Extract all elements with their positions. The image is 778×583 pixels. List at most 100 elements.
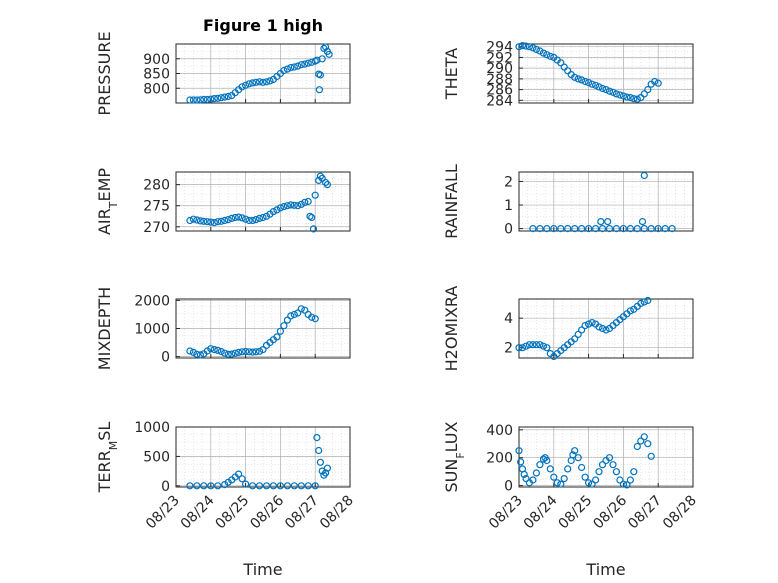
y-tick-label: 2 bbox=[504, 174, 513, 190]
data-point bbox=[536, 341, 544, 349]
x-axis-label: Time bbox=[242, 560, 282, 579]
data-point bbox=[574, 454, 582, 462]
data-point bbox=[616, 476, 624, 484]
data-point bbox=[588, 80, 596, 88]
y-tick-label: 4 bbox=[504, 311, 513, 327]
data-point bbox=[301, 306, 309, 314]
data-point bbox=[529, 341, 537, 349]
data-point bbox=[304, 482, 312, 490]
data-point bbox=[276, 204, 284, 212]
data-point bbox=[623, 481, 631, 489]
data-point bbox=[308, 313, 316, 321]
data-point bbox=[200, 482, 208, 490]
data-point bbox=[210, 219, 218, 227]
data-point bbox=[626, 307, 635, 315]
data-point bbox=[276, 482, 284, 490]
data-point bbox=[518, 41, 527, 50]
data-point bbox=[193, 350, 201, 358]
y-tick-label: 0 bbox=[161, 479, 170, 495]
data-point bbox=[543, 344, 551, 352]
data-point bbox=[287, 63, 295, 72]
y-tick-label: 0 bbox=[504, 479, 513, 495]
data-point bbox=[571, 447, 579, 455]
data-point bbox=[557, 480, 565, 488]
data-point bbox=[259, 78, 267, 86]
axes-box bbox=[518, 43, 694, 104]
data-point bbox=[221, 93, 229, 101]
data-point bbox=[571, 73, 579, 81]
data-point bbox=[591, 81, 600, 89]
data-point bbox=[630, 95, 638, 103]
data-point bbox=[304, 59, 312, 67]
data-point bbox=[269, 208, 277, 216]
data-point bbox=[602, 85, 610, 94]
data-point bbox=[214, 482, 222, 490]
data-point bbox=[654, 225, 662, 233]
data-point bbox=[323, 181, 331, 189]
data-point bbox=[598, 324, 607, 333]
data-point bbox=[553, 479, 561, 487]
data-point bbox=[619, 225, 628, 233]
data-point bbox=[640, 171, 648, 180]
data-point bbox=[633, 442, 641, 451]
data-point bbox=[619, 480, 628, 488]
data-point bbox=[235, 348, 243, 356]
axes-box bbox=[175, 171, 351, 232]
data-point bbox=[228, 350, 236, 358]
data-point bbox=[654, 79, 662, 87]
y-tick-label: 1 bbox=[504, 198, 513, 214]
data-point bbox=[323, 464, 331, 472]
data-point bbox=[283, 316, 291, 324]
data-point bbox=[249, 216, 257, 225]
data-point bbox=[564, 225, 572, 233]
data-point bbox=[532, 45, 541, 54]
y-tick-label: 270 bbox=[143, 220, 170, 236]
data-point bbox=[186, 347, 194, 355]
data-point bbox=[262, 482, 271, 490]
data-point bbox=[189, 215, 197, 223]
y-axis-label: H2OMIXRA bbox=[442, 286, 461, 372]
data-point bbox=[577, 76, 586, 84]
data-point bbox=[294, 62, 302, 70]
data-point bbox=[238, 83, 246, 91]
data-point bbox=[574, 330, 582, 338]
data-point bbox=[193, 96, 201, 104]
data-point bbox=[550, 473, 558, 481]
data-point bbox=[297, 305, 305, 313]
data-point bbox=[605, 87, 614, 95]
y-tick-label: 1000 bbox=[134, 420, 170, 436]
data-point bbox=[522, 42, 530, 50]
data-point bbox=[520, 470, 528, 478]
data-point bbox=[518, 344, 527, 352]
data-point bbox=[203, 218, 211, 226]
data-point bbox=[207, 345, 215, 353]
y-tick-label: 900 bbox=[143, 52, 170, 68]
data-point bbox=[242, 480, 250, 488]
data-point bbox=[536, 461, 544, 469]
data-point bbox=[557, 225, 565, 233]
data-point bbox=[661, 225, 669, 233]
data-point bbox=[311, 482, 319, 490]
y-tick-label: 280 bbox=[143, 178, 170, 194]
data-point bbox=[297, 200, 305, 208]
data-point bbox=[581, 322, 589, 330]
data-point bbox=[571, 225, 579, 233]
axes-box bbox=[518, 298, 694, 359]
data-point bbox=[214, 218, 222, 226]
data-point bbox=[316, 71, 324, 79]
data-point bbox=[623, 93, 631, 101]
data-point bbox=[255, 482, 264, 490]
data-point bbox=[252, 216, 260, 224]
data-point bbox=[522, 475, 530, 483]
data-point bbox=[325, 50, 333, 58]
data-point bbox=[322, 43, 330, 51]
data-point bbox=[640, 433, 648, 441]
data-point bbox=[543, 51, 551, 59]
data-point bbox=[262, 78, 271, 86]
data-point bbox=[214, 346, 222, 354]
data-point bbox=[297, 482, 305, 490]
axes-box bbox=[518, 171, 694, 232]
data-point bbox=[287, 201, 295, 209]
